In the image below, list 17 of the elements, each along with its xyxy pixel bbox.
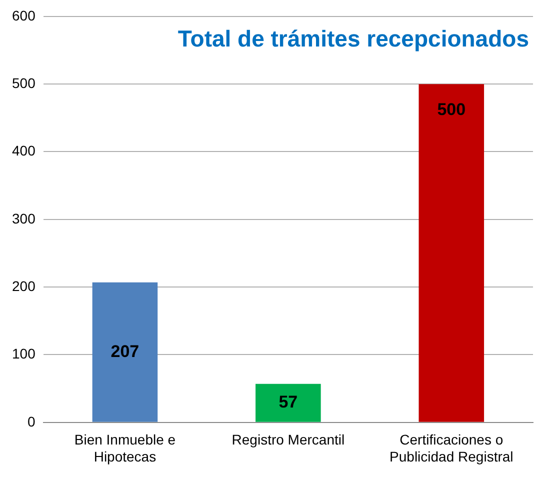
data-label: 207	[110, 342, 140, 361]
y-tick-label: 500	[12, 74, 36, 91]
bar	[92, 282, 158, 422]
y-tick-label: 400	[12, 142, 36, 159]
y-tick-label: 300	[12, 210, 36, 226]
x-tick-label: Bien Inmueble e Hipotecas	[74, 432, 176, 464]
data-label: 500	[437, 100, 466, 119]
y-tick-label: 200	[12, 278, 36, 294]
bar	[418, 84, 484, 422]
x-tick-label: Certificaciones o Publicidad Registral	[390, 432, 514, 464]
y-tick-label: 100	[12, 346, 36, 362]
y-tick-label: 0	[28, 413, 36, 430]
data-label: 57	[278, 392, 298, 412]
bar	[256, 384, 321, 422]
x-tick-label: Registro Mercantil	[232, 432, 345, 448]
y-tick-label: 600	[12, 7, 36, 24]
chart-title: Total de trámites recepcionados	[178, 26, 529, 52]
